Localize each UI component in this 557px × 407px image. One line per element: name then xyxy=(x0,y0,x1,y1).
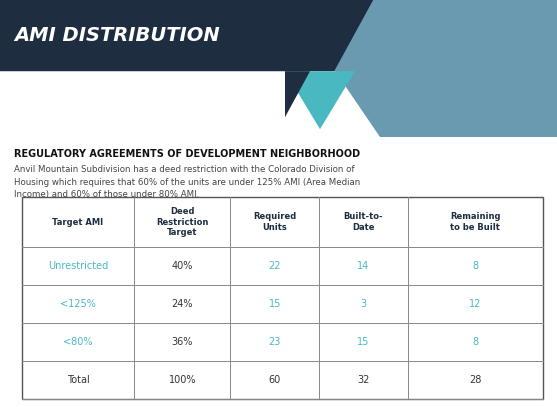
Polygon shape xyxy=(335,71,557,137)
Text: 15: 15 xyxy=(357,337,369,347)
Text: Unrestricted: Unrestricted xyxy=(48,261,108,271)
Text: 22: 22 xyxy=(268,261,281,271)
Text: Remaining
to be Built: Remaining to be Built xyxy=(450,212,501,232)
Text: 60: 60 xyxy=(268,375,281,385)
Polygon shape xyxy=(306,0,557,71)
Text: Built-to-
Date: Built-to- Date xyxy=(344,212,383,232)
Text: 23: 23 xyxy=(268,337,281,347)
Text: 32: 32 xyxy=(357,375,369,385)
Text: 40%: 40% xyxy=(172,261,193,271)
Text: Total: Total xyxy=(67,375,89,385)
Text: 100%: 100% xyxy=(168,375,196,385)
Text: 3: 3 xyxy=(360,299,367,309)
Polygon shape xyxy=(0,0,557,71)
Text: 28: 28 xyxy=(469,375,481,385)
Text: 24%: 24% xyxy=(172,299,193,309)
Text: 14: 14 xyxy=(357,261,369,271)
Text: Required
Units: Required Units xyxy=(253,212,296,232)
Polygon shape xyxy=(0,0,373,71)
Text: <125%: <125% xyxy=(60,299,96,309)
Text: REGULATORY AGREEMENTS OF DEVELOPMENT NEIGHBORHOOD: REGULATORY AGREEMENTS OF DEVELOPMENT NEI… xyxy=(14,149,360,159)
Text: 8: 8 xyxy=(472,261,478,271)
Text: <80%: <80% xyxy=(63,337,93,347)
Bar xyxy=(22,197,543,399)
Text: 12: 12 xyxy=(469,299,481,309)
Text: 15: 15 xyxy=(268,299,281,309)
Text: Anvil Mountain Subdivision has a deed restriction with the Colorado Division of
: Anvil Mountain Subdivision has a deed re… xyxy=(14,165,360,199)
Text: Target AMI: Target AMI xyxy=(52,218,104,227)
Polygon shape xyxy=(285,71,310,117)
Text: 8: 8 xyxy=(472,337,478,347)
Text: 36%: 36% xyxy=(172,337,193,347)
Text: AMI DISTRIBUTION: AMI DISTRIBUTION xyxy=(14,26,219,45)
Polygon shape xyxy=(285,71,355,129)
Text: Deed
Restriction
Target: Deed Restriction Target xyxy=(156,207,208,237)
